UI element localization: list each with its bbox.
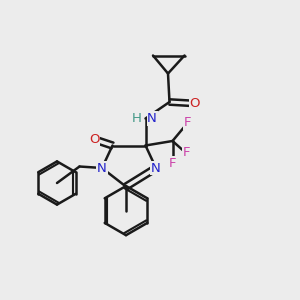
- Text: N: N: [97, 161, 107, 175]
- Text: F: F: [184, 116, 191, 130]
- Text: F: F: [169, 157, 176, 170]
- Text: N: N: [147, 112, 157, 125]
- Text: H: H: [132, 112, 142, 125]
- Text: N: N: [151, 161, 161, 175]
- Text: O: O: [190, 97, 200, 110]
- Text: F: F: [182, 146, 190, 160]
- Text: O: O: [89, 133, 100, 146]
